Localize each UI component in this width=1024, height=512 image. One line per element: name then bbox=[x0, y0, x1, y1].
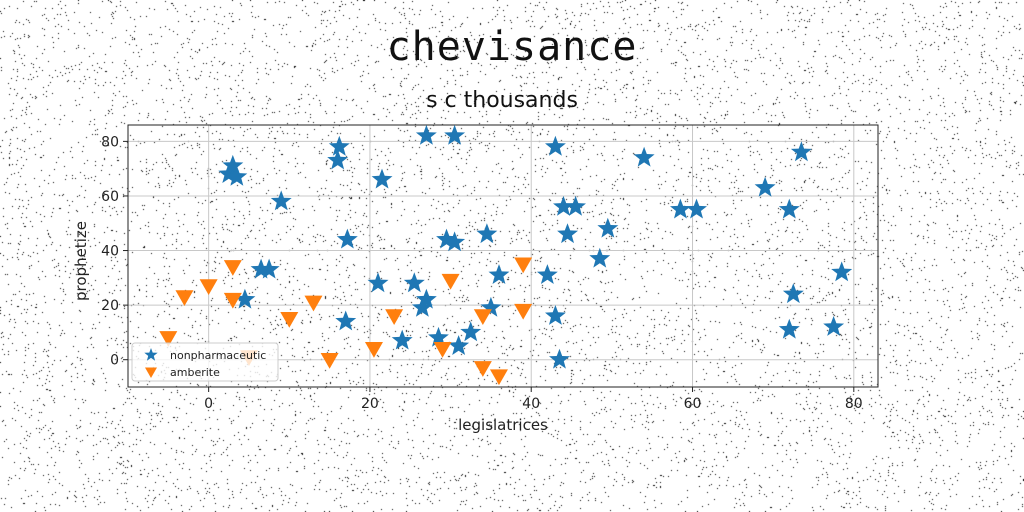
y-tick-label: 0 bbox=[110, 353, 119, 369]
star-marker bbox=[391, 329, 413, 350]
y-tick-label: 60 bbox=[101, 189, 119, 205]
triangle-marker bbox=[304, 295, 323, 312]
star-marker bbox=[831, 261, 853, 282]
triangle-marker bbox=[199, 279, 218, 296]
star-marker bbox=[371, 168, 393, 189]
x-tick-label: 60 bbox=[684, 396, 702, 412]
star-marker bbox=[823, 316, 845, 336]
legend-marker bbox=[145, 367, 157, 378]
data-marks bbox=[159, 124, 853, 386]
grid-lines bbox=[128, 125, 878, 387]
star-marker bbox=[415, 288, 437, 309]
triangle-marker bbox=[223, 292, 242, 309]
star-marker bbox=[415, 124, 437, 145]
triangle-marker bbox=[223, 260, 242, 276]
triangle-marker bbox=[441, 273, 460, 290]
star-marker bbox=[557, 223, 578, 244]
star-marker bbox=[633, 146, 655, 167]
star-marker bbox=[436, 228, 457, 249]
x-tick-label: 40 bbox=[522, 396, 540, 412]
star-marker bbox=[545, 135, 566, 156]
triangle-marker bbox=[159, 331, 178, 347]
star-marker bbox=[549, 348, 570, 369]
star-marker bbox=[336, 228, 358, 249]
star-marker bbox=[778, 318, 800, 339]
y-axis-label: prophetize bbox=[72, 221, 90, 301]
star-marker bbox=[670, 198, 691, 219]
y-tick-label: 40 bbox=[101, 244, 119, 260]
star-marker bbox=[790, 141, 812, 162]
star-marker bbox=[444, 231, 466, 252]
legend: nonpharmaceutic amberite bbox=[131, 342, 279, 382]
x-tick-label: 0 bbox=[204, 396, 213, 412]
star-marker bbox=[782, 283, 804, 304]
star-marker bbox=[258, 258, 280, 279]
star-marker bbox=[597, 217, 619, 238]
star-marker bbox=[448, 335, 470, 355]
star-marker bbox=[327, 149, 349, 170]
star-marker bbox=[778, 198, 800, 219]
star-marker bbox=[226, 165, 248, 186]
triangle-marker bbox=[473, 361, 492, 377]
plot-title: s c thousands bbox=[426, 88, 578, 113]
star-marker bbox=[250, 258, 272, 279]
triangle-marker bbox=[320, 352, 339, 369]
star-marker bbox=[335, 310, 357, 331]
y-tick-label: 80 bbox=[101, 134, 119, 150]
axis-ticks: 0 20 40 60 80 0 20 40 60 80 bbox=[101, 134, 863, 412]
star-marker bbox=[476, 223, 498, 244]
x-tick-label: 20 bbox=[361, 396, 379, 412]
y-tick-label: 20 bbox=[101, 298, 119, 314]
star-marker bbox=[328, 135, 350, 156]
triangle-marker bbox=[489, 369, 508, 386]
triangle-marker bbox=[364, 342, 383, 358]
star-marker bbox=[222, 154, 244, 175]
figure-suptitle: chevisance bbox=[386, 24, 638, 70]
legend-label: nonpharmaceutic bbox=[170, 349, 266, 362]
axes-frame bbox=[127, 124, 879, 388]
star-marker bbox=[488, 264, 510, 284]
star-marker bbox=[565, 195, 586, 216]
star-marker bbox=[754, 176, 776, 197]
triangle-marker bbox=[385, 309, 404, 326]
legend-box bbox=[131, 342, 279, 382]
legend-marker bbox=[144, 348, 158, 361]
star-marker bbox=[686, 198, 707, 219]
star-marker bbox=[460, 321, 482, 342]
star-marker bbox=[367, 272, 389, 293]
x-axis-label: legislatrices bbox=[458, 416, 548, 434]
star-marker bbox=[589, 247, 611, 268]
triangle-marker bbox=[514, 303, 533, 320]
triangle-marker bbox=[514, 257, 533, 274]
star-marker bbox=[234, 288, 256, 309]
star-marker bbox=[480, 296, 502, 317]
star-marker bbox=[403, 272, 425, 293]
x-tick-label: 80 bbox=[845, 396, 863, 412]
star-marker bbox=[270, 190, 292, 211]
series-nonpharmaceutic bbox=[218, 124, 853, 369]
star-marker bbox=[553, 195, 574, 216]
star-marker bbox=[536, 264, 558, 284]
triangle-marker bbox=[175, 290, 194, 306]
star-marker bbox=[545, 305, 566, 325]
triangle-marker bbox=[280, 312, 299, 328]
star-marker bbox=[444, 124, 466, 145]
star-marker bbox=[428, 326, 449, 347]
triangle-marker bbox=[433, 342, 452, 358]
legend-label: amberite bbox=[170, 366, 220, 379]
triangle-marker bbox=[473, 309, 492, 326]
